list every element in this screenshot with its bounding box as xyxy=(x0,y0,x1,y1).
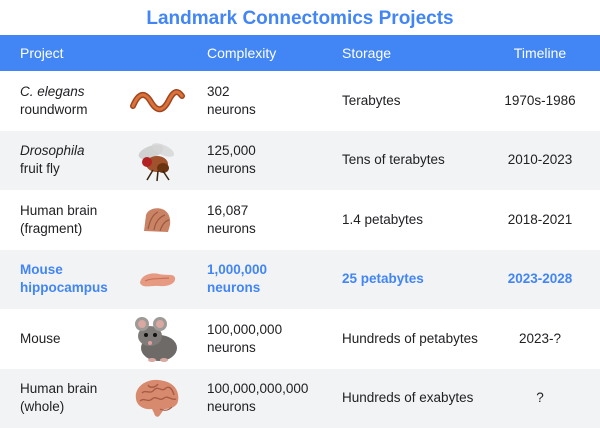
complexity-cell: 125,000 neurons xyxy=(207,142,337,178)
timeline-cell: 2018-2021 xyxy=(507,211,573,227)
complexity-value: 125,000 xyxy=(207,143,256,159)
complexity-unit: neurons xyxy=(207,161,256,177)
header-timeline: Timeline xyxy=(513,45,567,61)
complexity-value: 302 xyxy=(207,83,230,99)
complexity-value: 1,000,000 xyxy=(207,262,268,278)
table-row-highlighted: Mouse hippocampus 1,000,000 neurons 25 p… xyxy=(0,249,600,309)
complexity-cell: 302 neurons xyxy=(207,83,337,119)
human-brain-icon xyxy=(128,372,186,424)
complexity-unit: neurons xyxy=(207,101,256,117)
project-cell: Mouse hippocampus xyxy=(20,261,130,297)
complexity-value: 100,000,000 xyxy=(207,321,283,337)
brain-fragment-icon xyxy=(128,194,186,246)
timeline-cell: 2023-? xyxy=(518,330,562,346)
table-row: Human brain (fragment) 16,087 neurons 1.… xyxy=(0,190,600,250)
table-row: Human brain (whole) 100,000,000,000 neur… xyxy=(0,368,600,428)
project-subname: hippocampus xyxy=(20,280,108,296)
hippocampus-icon xyxy=(128,253,186,305)
complexity-value: 16,087 xyxy=(207,202,249,218)
fruit-fly-icon xyxy=(128,134,186,186)
page-title: Landmark Connectomics Projects xyxy=(146,8,454,29)
complexity-unit: neurons xyxy=(207,399,256,415)
complexity-unit: neurons xyxy=(207,339,256,355)
project-name: Human brain xyxy=(20,202,98,218)
header-storage: Storage xyxy=(342,45,392,61)
table-header: Project Complexity Storage Timeline xyxy=(0,35,600,71)
complexity-unit: neurons xyxy=(207,220,256,236)
storage-cell: 25 petabytes xyxy=(342,271,424,287)
complexity-cell: 100,000,000 neurons xyxy=(207,321,337,357)
project-cell: Human brain (whole) xyxy=(20,380,130,416)
complexity-cell: 100,000,000,000 neurons xyxy=(207,380,337,416)
complexity-cell: 16,087 neurons xyxy=(207,202,337,238)
project-name: Mouse xyxy=(20,330,61,346)
project-cell: Mouse xyxy=(20,330,130,348)
timeline-cell: 2010-2023 xyxy=(507,152,573,168)
project-name: Mouse xyxy=(20,262,63,278)
table-row: Drosophila fruit fly 125,000 neurons Ten… xyxy=(0,130,600,190)
complexity-cell: 1,000,000 neurons xyxy=(207,261,337,297)
project-cell: Human brain (fragment) xyxy=(20,202,130,238)
project-subname: (whole) xyxy=(20,399,65,415)
storage-cell: Hundreds of exabytes xyxy=(342,390,474,406)
project-subname: (fragment) xyxy=(20,220,83,236)
project-subname: fruit fly xyxy=(20,161,60,177)
projects-table: Project Complexity Storage Timeline C. e… xyxy=(0,35,600,428)
project-name: Human brain xyxy=(20,381,98,397)
project-name: Drosophila xyxy=(20,143,85,159)
timeline-cell: 2023-2028 xyxy=(507,271,573,287)
table-row: C. elegans roundworm 302 neurons Terabyt… xyxy=(0,71,600,131)
storage-cell: Terabytes xyxy=(342,92,401,108)
project-subname: roundworm xyxy=(20,101,88,117)
storage-cell: 1.4 petabytes xyxy=(342,211,424,227)
project-cell: C. elegans roundworm xyxy=(20,83,130,119)
project-cell: Drosophila fruit fly xyxy=(20,142,130,178)
header-complexity: Complexity xyxy=(207,45,277,61)
complexity-value: 100,000,000,000 xyxy=(207,381,309,397)
roundworm-icon xyxy=(128,75,186,127)
storage-cell: Tens of terabytes xyxy=(342,152,445,168)
header-project: Project xyxy=(20,45,64,61)
storage-cell: Hundreds of petabytes xyxy=(342,330,478,346)
mouse-icon xyxy=(128,313,186,365)
project-name: C. elegans xyxy=(20,83,85,99)
timeline-cell: ? xyxy=(536,390,544,406)
table-row: Mouse 100,000,000 neurons Hundreds of p xyxy=(0,309,600,369)
timeline-cell: 1970s-1986 xyxy=(504,92,576,108)
complexity-unit: neurons xyxy=(207,280,261,296)
